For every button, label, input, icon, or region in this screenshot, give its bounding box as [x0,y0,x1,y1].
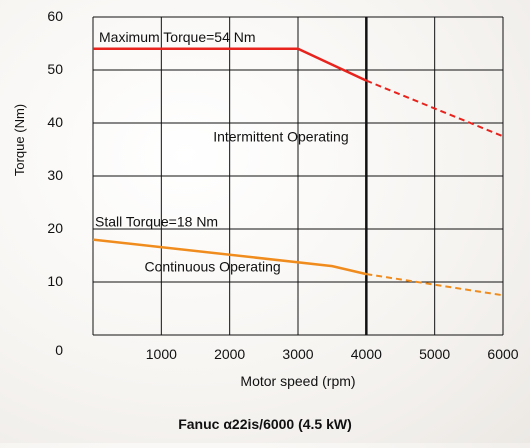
annotations: Maximum Torque=54 Nm Stall Torque=18 Nm In… [95,29,349,275]
continuous-operating-label: Continuous Operating [144,258,280,274]
grid [92,16,504,336]
max-torque-dashed-line [365,79,504,138]
y-tick-label: 20 [47,220,63,236]
y-tick-label: 10 [47,273,63,289]
x-tick-label: 1000 [146,346,177,362]
intermittent-operating-label: Intermittent Operating [213,129,348,145]
x-axis-label: Motor speed (rpm) [240,373,355,389]
x-tick-label: 5000 [419,346,450,362]
y-tick-label: 0 [55,342,63,358]
x-tick-label: 2000 [214,346,245,362]
y-tick-label: 50 [47,61,63,77]
stall-torque-dashed-line [366,273,504,297]
chart-caption: Fanuc α22is/6000 (4.5 kW) [178,416,352,432]
y-tick-label: 30 [47,167,63,183]
y-tick-label: 40 [47,114,63,130]
x-tick-label: 3000 [282,346,313,362]
max-torque-label: Maximum Torque=54 Nm [99,29,256,45]
series-layer [92,47,504,297]
max-torque-line [93,47,367,82]
stall-torque-label: Stall Torque=18 Nm [95,214,218,230]
x-tick-label: 4000 [351,346,382,362]
x-tick-label: 6000 [487,346,518,362]
y-axis-label: Torque (Nm) [12,104,27,176]
stall-torque-line [92,238,367,276]
y-tick-label: 60 [47,8,63,24]
tick-labels: 0 10 20 30 40 50 60 1000 2000 3000 4000 5000 6000 [47,8,518,362]
